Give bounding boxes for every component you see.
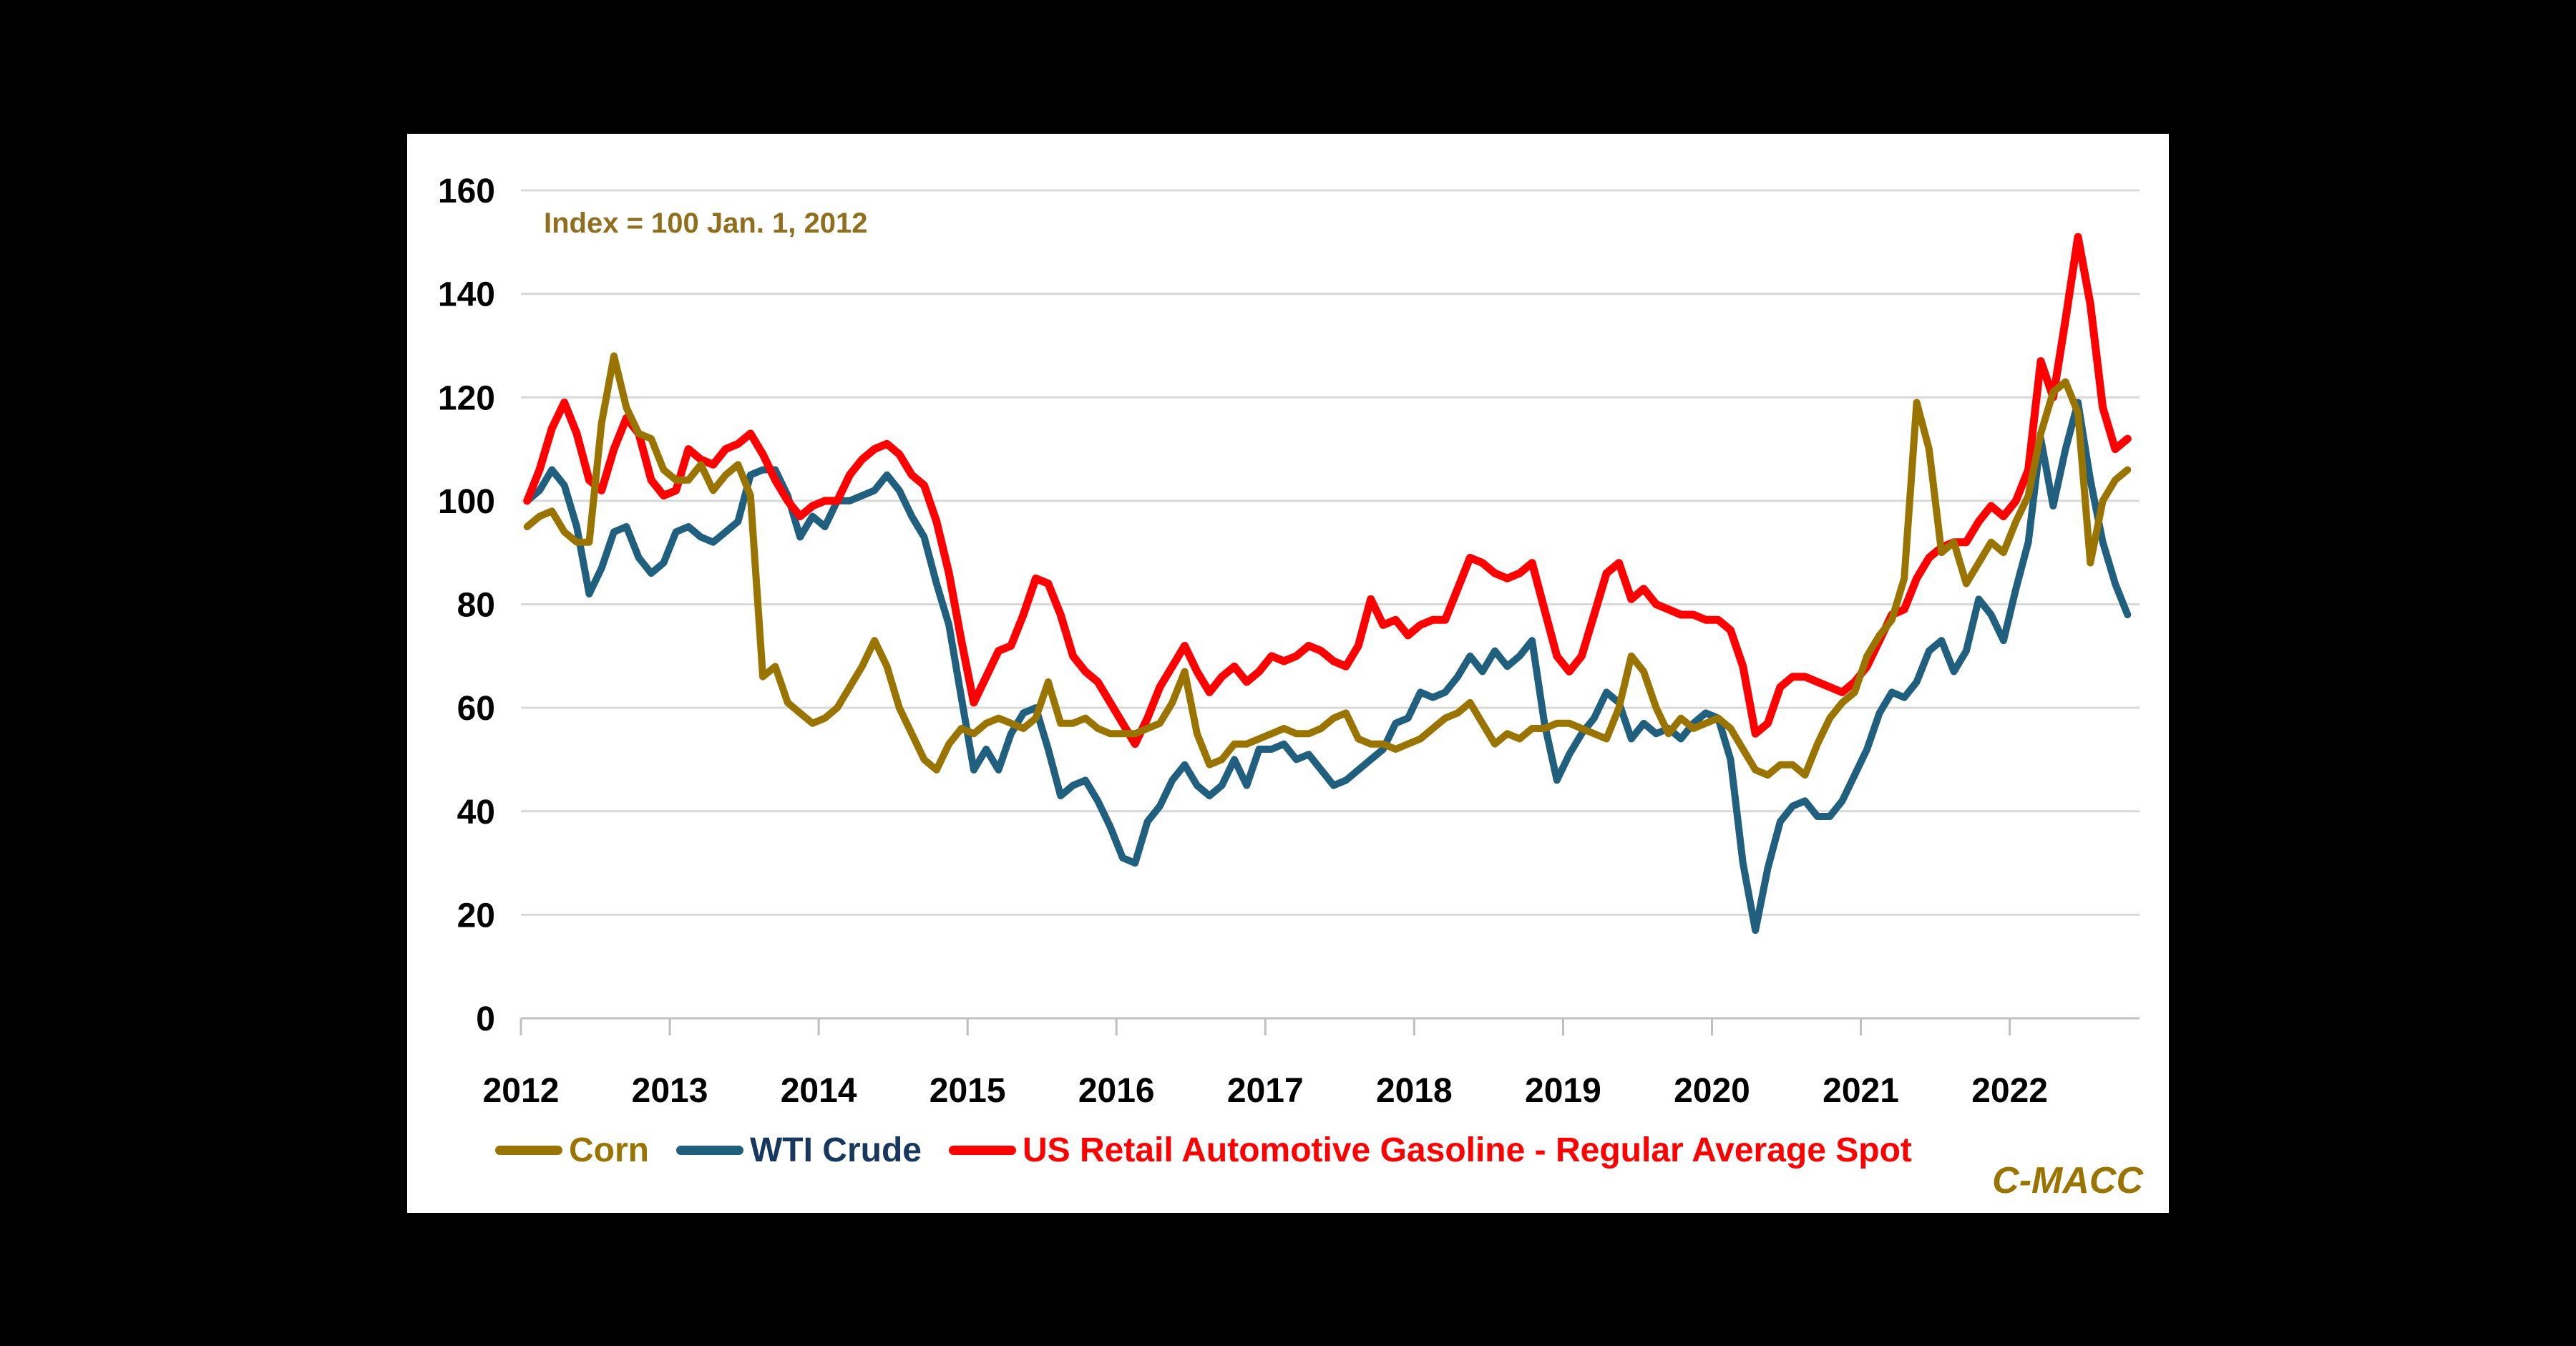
wti-crude-line xyxy=(523,399,2132,935)
x-label-2021: 2021 xyxy=(1823,1072,1899,1110)
legend-swatch-wti xyxy=(675,1146,743,1155)
x-label-2016: 2016 xyxy=(1078,1072,1155,1110)
x-axis-labels: 2012 2013 2014 2015 2016 2017 2018 2019 2020 2021… xyxy=(483,1072,2048,1110)
x-label-2014: 2014 xyxy=(781,1072,857,1110)
y-axis-labels: 0 20 40 60 80 100 120 140 160 xyxy=(438,172,495,1038)
y-label-100: 100 xyxy=(438,483,495,521)
y-label-80: 80 xyxy=(457,587,495,625)
y-label-0: 0 xyxy=(476,1000,495,1038)
legend-label-corn: Corn xyxy=(569,1131,649,1169)
legend-label-wti: WTI Crude xyxy=(749,1131,922,1169)
y-label-140: 140 xyxy=(438,276,495,314)
cmacc-watermark: C-MACC xyxy=(1992,1160,2143,1201)
x-axis xyxy=(519,1018,2011,1035)
gasoline-line xyxy=(523,233,2132,748)
y-label-120: 120 xyxy=(438,379,495,417)
legend-swatch-corn xyxy=(495,1146,562,1155)
legend-item-wti: WTI Crude xyxy=(675,1131,922,1170)
x-label-2012: 2012 xyxy=(483,1072,560,1110)
x-label-2015: 2015 xyxy=(930,1072,1006,1110)
y-label-160: 160 xyxy=(438,172,495,210)
index-base-annotation: Index = 100 Jan. 1, 2012 xyxy=(544,208,868,239)
chart-panel xyxy=(407,134,2169,1213)
x-label-2019: 2019 xyxy=(1525,1072,1601,1110)
x-label-2022: 2022 xyxy=(1971,1072,2048,1110)
x-label-2013: 2013 xyxy=(632,1072,708,1110)
legend: Corn WTI Crude US Retail Automotive Gasoli… xyxy=(495,1131,1912,1170)
legend-label-us: US Retail Automotive Gasoline - Regular … xyxy=(1022,1131,1912,1169)
legend-item-corn: Corn xyxy=(495,1131,649,1170)
y-label-60: 60 xyxy=(457,690,495,728)
y-label-20: 20 xyxy=(457,897,495,935)
legend-item-us: US Retail Automotive Gasoline - Regular … xyxy=(948,1131,1912,1170)
series-lines xyxy=(523,233,2132,935)
legend-swatch-us xyxy=(948,1146,1016,1155)
x-label-2020: 2020 xyxy=(1674,1072,1750,1110)
x-label-2018: 2018 xyxy=(1376,1072,1453,1110)
y-label-40: 40 xyxy=(457,794,495,832)
corn-line xyxy=(523,352,2132,779)
x-label-2017: 2017 xyxy=(1227,1072,1304,1110)
